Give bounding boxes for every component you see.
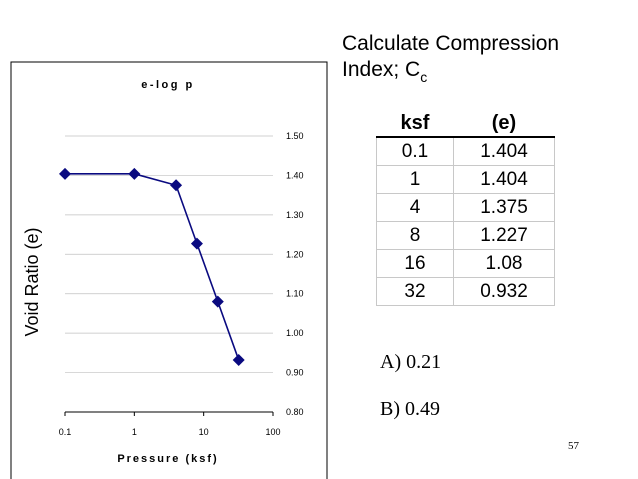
question-heading: Calculate Compression Index; Cc: [342, 31, 632, 85]
y-tick-label: 1.00: [286, 328, 304, 338]
table-cell: 1.375: [453, 193, 555, 222]
x-axis-ticks: 0.1 1 10 100: [59, 427, 281, 437]
chart-title: e-log p: [141, 79, 195, 91]
table-cell: 0.932: [453, 277, 555, 306]
x-tick-label: 1: [132, 427, 137, 437]
column-header-ksf: ksf: [376, 110, 454, 138]
x-tick-label: 0.1: [59, 427, 72, 437]
table-row: 4 1.375: [376, 193, 555, 222]
y-tick-label: 0.80: [286, 407, 304, 417]
table-cell: 8: [376, 221, 454, 250]
y-axis-title: Void Ratio (e): [22, 227, 42, 336]
table-cell: 32: [376, 277, 454, 306]
y-tick-label: 1.40: [286, 170, 304, 180]
e-log-p-chart: e-log p 0.80 0.90 1.00 1.10 1.20 1.30 1.40 1.50…: [10, 61, 328, 479]
table-row: 16 1.08: [376, 249, 555, 278]
table-cell: 1: [376, 165, 454, 194]
table-cell: 1.404: [453, 137, 555, 166]
series-line: [65, 173, 240, 361]
column-header-e: (e): [453, 110, 555, 138]
series-void-ratio: [59, 167, 245, 366]
x-axis-title: Pressure (ksf): [117, 453, 218, 465]
table-cell: 1.227: [453, 221, 555, 250]
table-row: 32 0.932: [376, 277, 555, 306]
table-cell: 4: [376, 193, 454, 222]
answer-option-b: B) 0.49: [380, 398, 440, 420]
gridlines: [65, 135, 273, 373]
table-header-row: ksf (e): [376, 110, 555, 138]
data-point-marker: [128, 167, 141, 180]
answer-option-a: A) 0.21: [380, 351, 442, 373]
y-tick-label: 1.20: [286, 249, 304, 259]
x-tick-label: 10: [199, 427, 209, 437]
heading-line-1: Calculate Compression: [342, 32, 560, 55]
table-row: 1 1.404: [376, 165, 555, 194]
heading-line-2: Index; Cc: [342, 57, 632, 85]
data-point-marker: [211, 295, 224, 308]
y-tick-label: 1.10: [286, 289, 304, 299]
table-cell: 1.404: [453, 165, 555, 194]
table-row: 0.1 1.404: [376, 137, 555, 166]
table-row: 8 1.227: [376, 221, 555, 250]
table-cell: 1.08: [453, 249, 555, 278]
table-cell: 16: [376, 249, 454, 278]
y-tick-label: 1.50: [286, 131, 304, 141]
y-tick-label: 0.90: [286, 368, 304, 378]
data-point-marker: [59, 167, 71, 180]
heading-text: Index; C: [342, 58, 421, 81]
data-point-marker: [170, 179, 183, 192]
page-number: 57: [568, 440, 579, 452]
pressure-void-ratio-table: ksf (e) 0.1 1.404 1 1.404 4 1.375 8 1.227 16…: [376, 110, 555, 306]
data-point-marker: [232, 353, 245, 366]
x-tick-label: 100: [265, 427, 280, 437]
table-cell: 0.1: [376, 137, 454, 166]
chart-frame: [10, 61, 328, 479]
heading-subscript: c: [420, 69, 428, 85]
x-axis: [64, 411, 274, 416]
data-point-marker: [190, 237, 203, 250]
y-tick-label: 1.30: [286, 210, 304, 220]
y-axis-ticks: 0.80 0.90 1.00 1.10 1.20 1.30 1.40 1.50: [286, 131, 304, 417]
